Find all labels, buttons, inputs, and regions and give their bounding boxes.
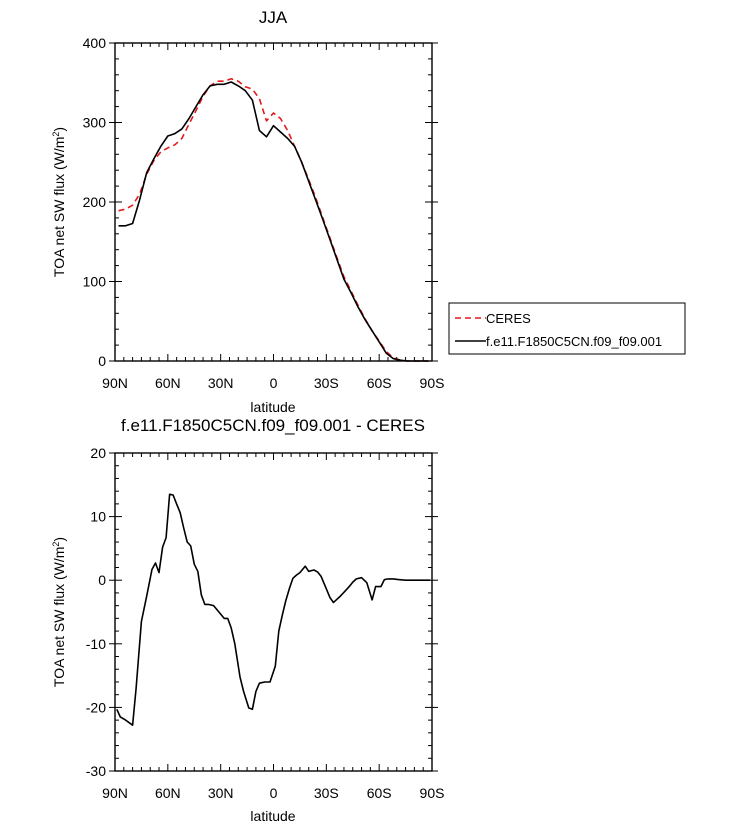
- tick-marks: [109, 42, 438, 362]
- series-lines: [118, 78, 429, 362]
- series-line-ceres: [118, 78, 429, 362]
- series-line-difference: [116, 493, 431, 727]
- y-tick-label: -10: [86, 636, 106, 652]
- x-tick-label: 60S: [367, 785, 392, 801]
- legend-label-ceres: CERES: [486, 311, 531, 326]
- legend: CERES f.e11.F1850C5CN.f09_f09.001: [448, 302, 686, 355]
- x-tick-labels: 90N 60N 30N 0 30S 60S 90S: [102, 785, 444, 801]
- x-axis-label: latitude: [250, 399, 295, 415]
- x-tick-label: 60S: [367, 375, 392, 391]
- x-tick-label: 0: [270, 785, 278, 801]
- x-tick-label: 90N: [102, 785, 128, 801]
- y-axis-label: TOA net SW flux (W/m2): [51, 537, 67, 687]
- y-tick-label: -30: [86, 763, 106, 779]
- legend-box: [448, 302, 686, 355]
- y-tick-label: 20: [90, 445, 106, 461]
- x-tick-label: 30S: [314, 785, 339, 801]
- chart-title: f.e11.F1850C5CN.f09_f09.001 - CERES: [121, 416, 425, 435]
- y-tick-label: 10: [90, 509, 106, 525]
- y-tick-label: 0: [98, 353, 106, 369]
- x-tick-label: 30N: [208, 375, 234, 391]
- x-tick-label: 90N: [102, 375, 128, 391]
- y-tick-label: 100: [83, 274, 107, 290]
- x-tick-label: 60N: [155, 785, 181, 801]
- x-tick-label: 90S: [420, 375, 445, 391]
- plot-frame: [114, 452, 433, 772]
- x-tick-label: 0: [270, 375, 278, 391]
- series-lines: [116, 493, 431, 727]
- x-tick-label: 60N: [155, 375, 181, 391]
- x-tick-label: 30S: [314, 375, 339, 391]
- tick-marks: [109, 452, 438, 772]
- y-tick-label: 200: [83, 194, 107, 210]
- x-tick-label: 90S: [420, 785, 445, 801]
- y-tick-label: 0: [98, 572, 106, 588]
- chart-title: JJA: [259, 8, 288, 27]
- legend-label-model: f.e11.F1850C5CN.f09_f09.001: [486, 334, 662, 349]
- x-axis-label: latitude: [250, 808, 295, 824]
- x-tick-label: 30N: [208, 785, 234, 801]
- y-tick-label: 400: [83, 35, 107, 51]
- y-tick-labels: 0 100 200 300 400: [83, 35, 107, 369]
- chart-difference: f.e11.F1850C5CN.f09_f09.001 - CERES 90N 6…: [51, 416, 444, 824]
- y-axis-label: TOA net SW flux (W/m2): [51, 127, 67, 277]
- y-tick-label: -20: [86, 699, 106, 715]
- y-tick-label: 300: [83, 115, 107, 131]
- x-tick-labels: 90N 60N 30N 0 30S 60S 90S: [102, 375, 444, 391]
- plot-frame: [114, 42, 433, 362]
- y-tick-labels: -30 -20 -10 0 10 20: [86, 445, 106, 779]
- series-line-f-e11-f1850c5cn-f09-f09-001: [118, 81, 429, 362]
- chart-jja: JJA 90N 60N 30N 0 30S 60S 90S 0 100 200 300 400 la…: [51, 8, 686, 415]
